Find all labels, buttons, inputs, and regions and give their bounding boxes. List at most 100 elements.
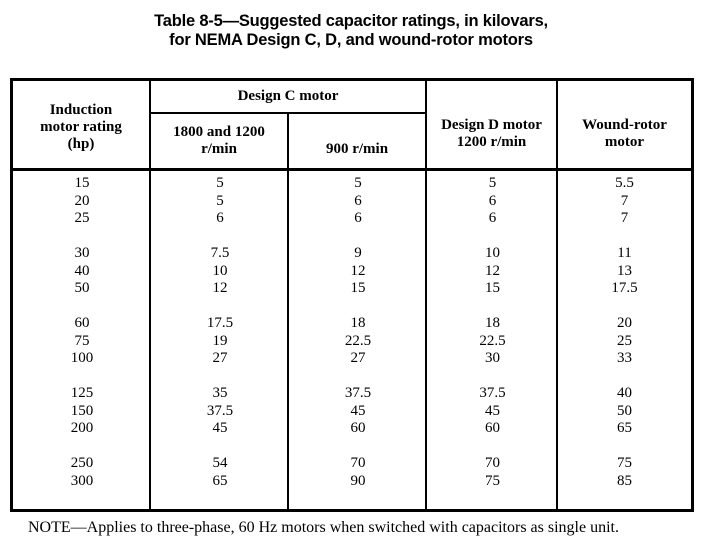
table-cell: 18 bbox=[485, 315, 500, 331]
table-row: 15 5 5 5 5.5 bbox=[13, 175, 691, 193]
table-cell: 60 bbox=[485, 420, 500, 436]
table-cell: 37.5 bbox=[344, 385, 372, 401]
table-cell: 100 bbox=[70, 350, 94, 366]
table-header: Induction motor rating (hp) Design C mot… bbox=[13, 81, 691, 171]
table-cell: 12 bbox=[485, 262, 500, 279]
table-cell: 65 bbox=[212, 472, 228, 489]
table-cell: 30 bbox=[485, 350, 500, 366]
row-group: 15 5 5 5 5.5 20 5 6 6 7 25 6 6 6 7 bbox=[13, 175, 691, 228]
table-row: 20 5 6 6 7 bbox=[13, 193, 691, 211]
table-cell: 5 bbox=[488, 175, 497, 191]
table-cell: 6 bbox=[216, 210, 224, 226]
table-cell: 70 bbox=[485, 455, 500, 471]
table-cell: 30 bbox=[74, 245, 90, 261]
table-row: 125 35 37.5 37.5 40 bbox=[13, 385, 691, 403]
column-divider bbox=[149, 171, 151, 509]
table-cell: 200 bbox=[70, 420, 94, 436]
table-cell: 27 bbox=[350, 350, 366, 366]
table-row: 150 37.5 45 45 50 bbox=[13, 403, 691, 421]
header-design-c-motor: Design C motor bbox=[151, 81, 427, 114]
table-cell: 22.5 bbox=[344, 332, 372, 349]
table-cell: 45 bbox=[212, 420, 228, 436]
table-cell: 125 bbox=[70, 385, 94, 401]
table-cell: 60 bbox=[350, 420, 366, 436]
table-row: 50 12 15 15 17.5 bbox=[13, 280, 691, 298]
table-cell: 7 bbox=[620, 210, 629, 226]
table-cell: 10 bbox=[212, 262, 228, 279]
table-row: 25 6 6 6 7 bbox=[13, 210, 691, 228]
table-cell: 250 bbox=[70, 455, 94, 471]
table-cell: 37.5 bbox=[206, 402, 234, 419]
header-design-d-motor: Design D motor 1200 r/min bbox=[427, 81, 558, 168]
table-cell: 35 bbox=[212, 385, 228, 401]
table-cell: 37.5 bbox=[479, 385, 506, 401]
table-cell: 70 bbox=[350, 455, 366, 471]
table-row: 250 54 70 70 75 bbox=[13, 455, 691, 473]
column-divider bbox=[287, 171, 289, 509]
table-cell: 15 bbox=[74, 175, 90, 191]
table-cell: 40 bbox=[617, 385, 632, 401]
table-cell: 7 bbox=[620, 192, 629, 209]
row-group: 30 7.5 9 10 11 40 10 12 12 13 50 12 15 1… bbox=[13, 245, 691, 298]
table-cell: 19 bbox=[212, 332, 228, 349]
table-title-line2: for NEMA Design C, D, and wound-rotor mo… bbox=[169, 30, 533, 49]
table-cell: 75 bbox=[74, 332, 90, 349]
table-cell: 150 bbox=[70, 402, 94, 419]
table-cell: 5 bbox=[216, 192, 224, 209]
table-note: NOTE—Applies to three-phase, 60 Hz motor… bbox=[28, 519, 619, 536]
table-cell: 60 bbox=[74, 315, 90, 331]
table-cell: 300 bbox=[70, 472, 94, 489]
header-wound-rotor-motor: Wound-rotor motor bbox=[582, 117, 667, 150]
header-1800-1200-rpm: 1800 and 1200 r/min bbox=[151, 114, 289, 168]
table-title-line1: Table 8-5—Suggested capacitor ratings, i… bbox=[154, 12, 548, 30]
table-cell: 11 bbox=[617, 245, 632, 261]
table-cell: 50 bbox=[74, 280, 90, 296]
table-cell: 12 bbox=[212, 280, 228, 296]
column-divider bbox=[425, 171, 427, 509]
table-cell: 7.5 bbox=[210, 245, 230, 261]
table-cell: 85 bbox=[617, 472, 632, 489]
table-cell: 9 bbox=[354, 245, 362, 261]
row-group: 250 54 70 70 75 300 65 90 75 85 bbox=[13, 455, 691, 490]
table-cell: 40 bbox=[74, 262, 90, 279]
table-row: 30 7.5 9 10 11 bbox=[13, 245, 691, 263]
table-cell: 17.5 bbox=[611, 280, 638, 296]
row-group: 60 17.5 18 18 20 75 19 22.5 22.5 25 100 … bbox=[13, 315, 691, 368]
table-row: 200 45 60 60 65 bbox=[13, 420, 691, 438]
table-cell: 13 bbox=[617, 262, 632, 279]
table-cell: 45 bbox=[350, 402, 366, 419]
table-cell: 22.5 bbox=[479, 332, 506, 349]
header-induction-motor-rating: Induction motor rating (hp) bbox=[13, 81, 151, 168]
table-cell: 18 bbox=[350, 315, 366, 331]
table-cell: 54 bbox=[212, 455, 228, 471]
table-cell: 5 bbox=[354, 175, 362, 191]
table-cell: 75 bbox=[485, 472, 500, 489]
table-cell: 90 bbox=[350, 472, 366, 489]
table-cell: 50 bbox=[617, 402, 632, 419]
table-cell: 25 bbox=[74, 210, 90, 226]
table-cell: 20 bbox=[617, 315, 632, 331]
table-cell: 5 bbox=[216, 175, 224, 191]
column-divider bbox=[556, 171, 558, 509]
table-cell: 15 bbox=[350, 280, 366, 296]
table-cell: 25 bbox=[617, 332, 632, 349]
table-cell: 6 bbox=[488, 210, 497, 226]
table-row: 60 17.5 18 18 20 bbox=[13, 315, 691, 333]
table-cell: 6 bbox=[354, 192, 362, 209]
table-cell: 20 bbox=[74, 192, 90, 209]
table-row: 100 27 27 30 33 bbox=[13, 350, 691, 368]
table-body: 15 5 5 5 5.5 20 5 6 6 7 25 6 6 6 7 bbox=[13, 171, 691, 509]
table-cell: 12 bbox=[350, 262, 366, 279]
table-row: 75 19 22.5 22.5 25 bbox=[13, 333, 691, 351]
table-cell: 45 bbox=[485, 402, 500, 419]
table-title: Table 8-5—Suggested capacitor ratings, i… bbox=[0, 12, 702, 49]
table-cell: 6 bbox=[488, 192, 497, 209]
table-cell: 27 bbox=[212, 350, 228, 366]
table-row: 40 10 12 12 13 bbox=[13, 263, 691, 281]
table-cell: 6 bbox=[354, 210, 362, 226]
table-cell: 17.5 bbox=[206, 315, 234, 331]
capacitor-ratings-table: Induction motor rating (hp) Design C mot… bbox=[10, 78, 694, 512]
table-cell: 10 bbox=[485, 245, 500, 261]
header-900-rpm: 900 r/min bbox=[289, 114, 427, 168]
table-cell: 75 bbox=[617, 455, 632, 471]
